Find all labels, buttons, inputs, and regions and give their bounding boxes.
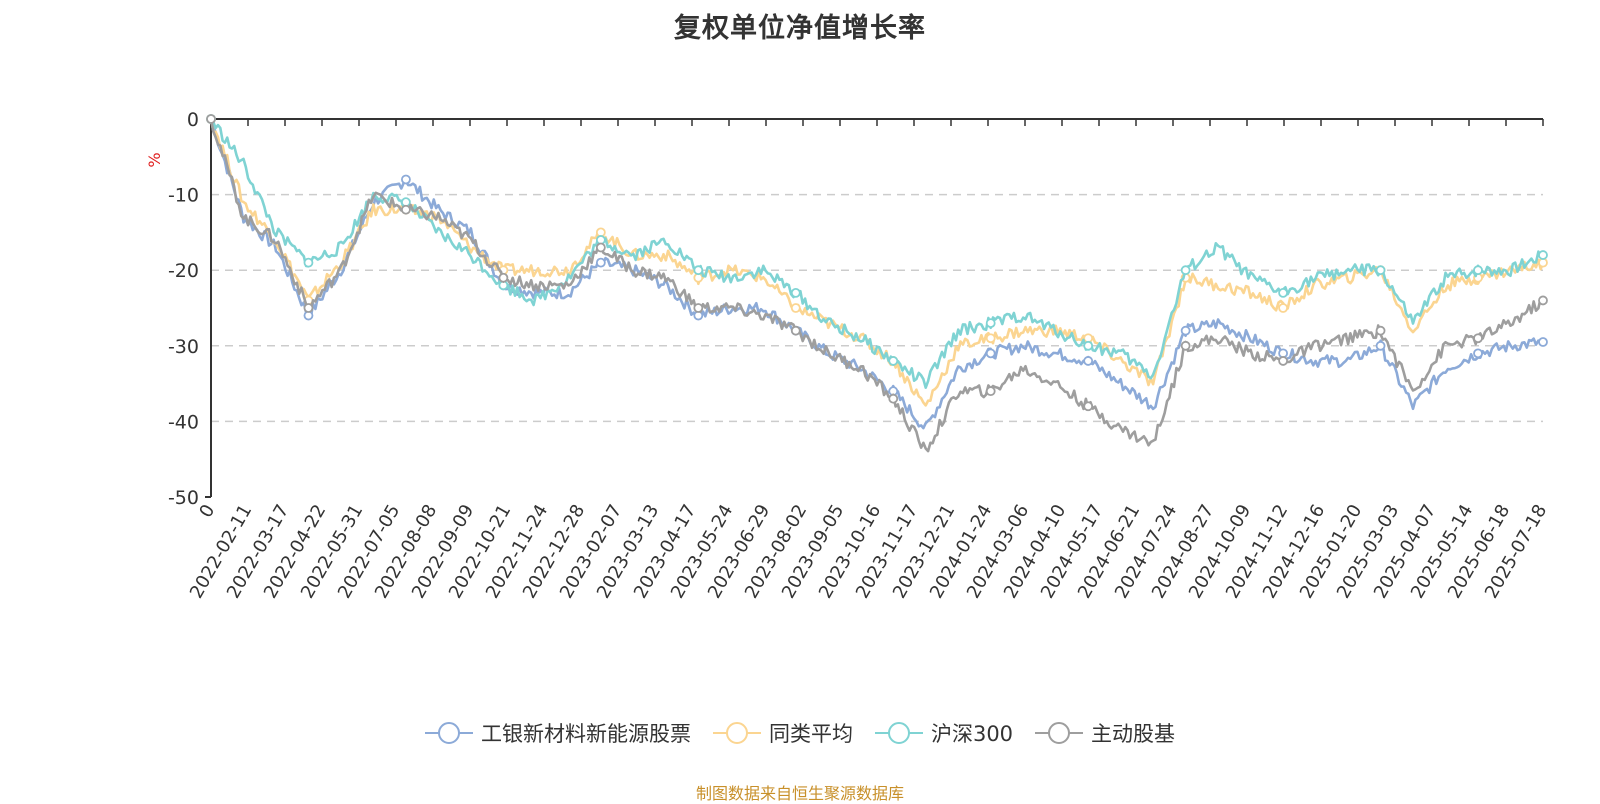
data-point	[1083, 401, 1094, 412]
data-point	[888, 356, 899, 366]
legend-marker-icon	[874, 722, 923, 744]
data-point	[498, 272, 509, 283]
y-tick-label: -30	[168, 336, 199, 358]
data-point	[790, 287, 801, 298]
data-point	[888, 393, 899, 404]
data-point	[985, 386, 996, 397]
data-point	[985, 333, 996, 344]
y-tick-label: -10	[168, 185, 199, 207]
data-point	[1538, 295, 1548, 306]
data-point	[401, 174, 411, 185]
data-point	[693, 265, 704, 276]
data-point	[1278, 303, 1288, 313]
legend-marker-icon	[424, 722, 473, 744]
data-point	[1083, 340, 1094, 351]
series-line	[209, 118, 1544, 453]
series-line	[209, 118, 1544, 430]
legend: 工银新材料新能源股票 同类平均 沪深300 主动股基	[0, 718, 1600, 748]
chart-title: 复权单位净值增长率	[674, 13, 926, 44]
data-point	[401, 204, 411, 215]
data-point	[1180, 340, 1191, 351]
data-point	[595, 257, 606, 268]
legend-label: 同类平均	[768, 722, 853, 746]
data-point	[1180, 325, 1191, 336]
data-point	[1375, 325, 1386, 336]
data-point	[1473, 265, 1483, 276]
legend-label: 主动股基	[1091, 722, 1176, 746]
data-point	[1538, 250, 1548, 260]
data-point	[1538, 337, 1548, 347]
legend-label: 工银新材料新能源股票	[480, 722, 691, 746]
legend-item-fund[interactable]: 工银新材料新能源股票	[424, 718, 691, 748]
line-chart: 0-10-20-30-40-50%02022-02-112022-03-1720…	[145, 109, 1551, 602]
x-tick-label: 0	[195, 501, 219, 521]
y-tick-label: -20	[168, 260, 199, 282]
legend-label: 沪深300	[930, 722, 1014, 746]
data-point	[1180, 265, 1191, 276]
legend-item-csi300[interactable]: 沪深300	[874, 718, 1014, 748]
data-point	[790, 325, 801, 336]
data-point	[206, 114, 216, 124]
y-tick-label: -50	[168, 487, 199, 509]
data-point	[985, 348, 996, 359]
source-note: 制图数据来自恒生聚源数据库	[695, 784, 904, 803]
data-point	[303, 257, 314, 268]
data-point	[1473, 333, 1483, 344]
legend-marker-icon	[712, 722, 761, 744]
data-point	[1375, 265, 1386, 276]
data-point	[1375, 340, 1386, 351]
data-point	[985, 318, 996, 329]
data-point	[1473, 348, 1483, 359]
data-point	[693, 303, 704, 313]
y-tick-label: 0	[187, 109, 199, 131]
data-point	[303, 303, 314, 313]
legend-item-active-equity[interactable]: 主动股基	[1035, 718, 1175, 748]
y-axis-unit-label: %	[145, 152, 164, 167]
series-line	[209, 118, 1544, 389]
y-tick-label: -40	[168, 411, 199, 433]
data-point	[790, 303, 801, 313]
data-point	[1083, 356, 1094, 366]
data-point	[1278, 356, 1288, 366]
data-point	[1278, 287, 1288, 298]
legend-item-peer-average[interactable]: 同类平均	[712, 718, 853, 748]
data-point	[595, 242, 606, 253]
legend-marker-icon	[1035, 722, 1084, 744]
